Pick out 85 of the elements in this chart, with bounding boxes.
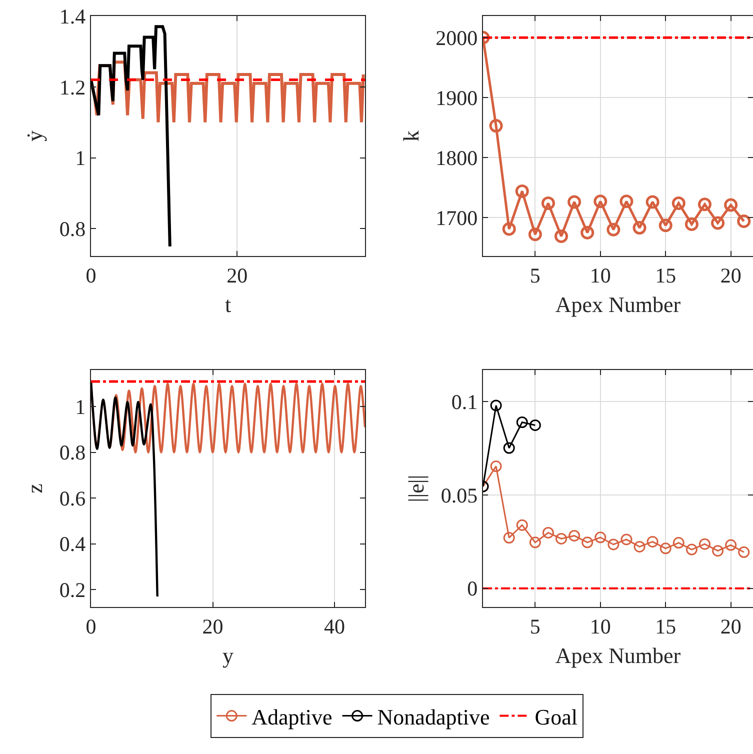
- point: [580, 226, 594, 240]
- point: [594, 194, 608, 208]
- point: [490, 400, 502, 412]
- point: [646, 536, 658, 548]
- point: [594, 532, 606, 544]
- point: [658, 218, 672, 232]
- y-tick-label: 0.8: [59, 217, 86, 242]
- y-axis-title: ||e||: [404, 474, 429, 502]
- point: [684, 217, 698, 231]
- x-tick-label: 5: [530, 263, 540, 288]
- x-tick-label: 15: [655, 263, 676, 288]
- x-tick-label: 20: [720, 614, 742, 638]
- point: [646, 195, 660, 209]
- point: [660, 542, 672, 554]
- y-axis-title: k: [398, 130, 424, 142]
- x-tick-label: 5: [530, 614, 540, 638]
- point: [502, 222, 516, 236]
- point: [620, 194, 634, 208]
- y-tick-label: 1: [75, 146, 86, 170]
- point: [503, 532, 515, 544]
- point: [620, 534, 632, 546]
- x-tick-label: 20: [202, 614, 224, 638]
- line-series: [91, 380, 158, 598]
- y-tick-label: 1800: [436, 146, 478, 170]
- x-tick-label: 15: [655, 614, 676, 638]
- x-axis-title: Apex Number: [555, 643, 682, 668]
- legend-label: Goal: [534, 704, 578, 730]
- point: [542, 526, 554, 538]
- point: [606, 222, 620, 236]
- point: [634, 540, 646, 552]
- point: [568, 530, 580, 542]
- y-axis-title: ẏ: [22, 130, 48, 142]
- point: [568, 195, 582, 209]
- x-axis-title: Apex Number: [555, 292, 682, 318]
- x-tick-label: 20: [226, 263, 248, 288]
- x-tick-label: 10: [590, 263, 611, 288]
- point: [738, 546, 750, 558]
- y-tick-label: 2000: [436, 26, 478, 50]
- point: [489, 119, 503, 133]
- point: [554, 229, 568, 243]
- point: [712, 545, 724, 557]
- y-tick-label: 0.1: [451, 390, 478, 414]
- point: [582, 536, 594, 548]
- y-tick-label: 1.2: [59, 75, 86, 100]
- point: [503, 442, 515, 454]
- y-tick-label: 0.6: [59, 486, 86, 510]
- y-axis-title: z: [22, 483, 48, 494]
- point: [515, 184, 529, 198]
- point: [528, 228, 542, 242]
- y-tick-label: 1: [75, 394, 86, 419]
- point: [490, 460, 502, 472]
- x-tick-label: 40: [324, 614, 346, 638]
- y-tick-label: 1700: [436, 206, 478, 230]
- point: [725, 539, 737, 551]
- point: [711, 216, 725, 230]
- y-tick-label: 0.8: [59, 440, 86, 465]
- y-tick-label: 1900: [436, 86, 478, 110]
- x-axis-title: t: [224, 292, 232, 318]
- point: [686, 544, 698, 556]
- y-tick-label: 1.4: [59, 4, 86, 28]
- x-tick-label: 20: [720, 263, 742, 288]
- y-tick-label: 0.4: [59, 532, 86, 556]
- x-axis-title: y: [222, 643, 234, 668]
- point: [541, 196, 555, 210]
- legend-label: Adaptive: [252, 704, 332, 730]
- point: [556, 532, 568, 544]
- line-series: [91, 25, 172, 248]
- point: [516, 519, 528, 531]
- point: [698, 198, 712, 212]
- y-tick-label: 0.05: [440, 483, 478, 508]
- point: [672, 537, 684, 549]
- x-tick-label: 10: [590, 614, 611, 638]
- y-tick-label: 0.2: [59, 578, 86, 602]
- legend-label: Nonadaptive: [377, 704, 490, 730]
- point: [529, 419, 541, 431]
- line-series: [91, 380, 365, 454]
- point: [632, 221, 646, 235]
- point: [608, 538, 620, 550]
- point: [737, 214, 751, 228]
- point: [724, 198, 738, 212]
- point: [516, 416, 528, 428]
- y-tick-label: 0: [467, 576, 478, 601]
- point: [529, 536, 541, 548]
- point: [672, 196, 686, 210]
- point: [698, 538, 710, 550]
